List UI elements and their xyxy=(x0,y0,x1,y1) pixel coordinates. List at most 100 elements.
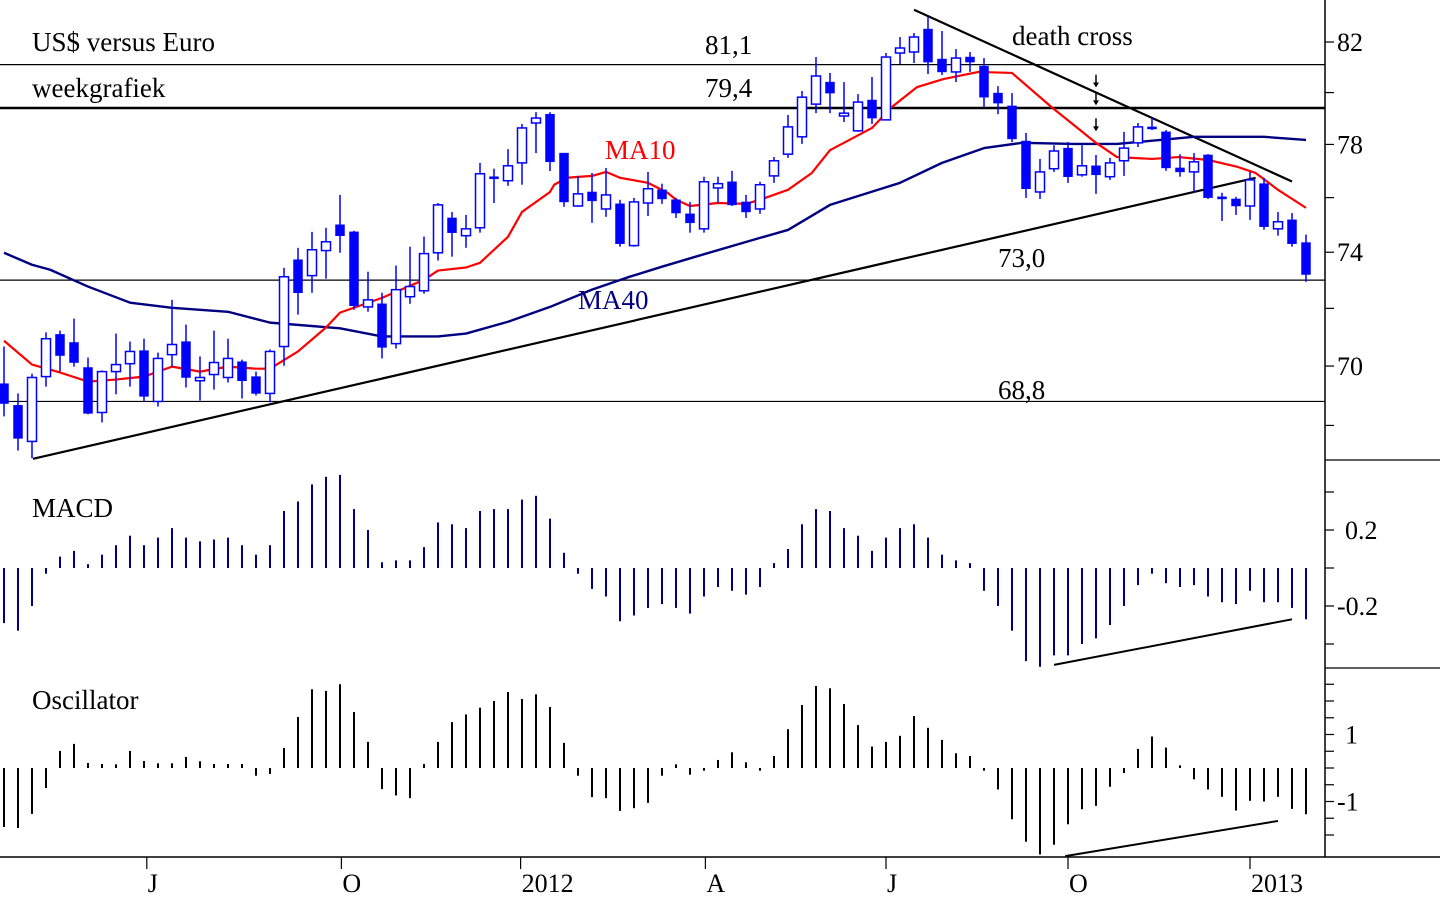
candle-up xyxy=(796,91,808,144)
candle-body xyxy=(545,113,555,163)
candle-up xyxy=(712,176,724,204)
candle-body xyxy=(1076,165,1088,176)
candle-down xyxy=(1021,132,1031,198)
candle-up xyxy=(40,332,52,387)
candle-down xyxy=(1287,213,1297,247)
candle-down xyxy=(13,393,23,451)
candle-body xyxy=(222,357,234,379)
candle-body xyxy=(418,252,430,292)
candle-body xyxy=(404,285,416,298)
candle-down xyxy=(181,324,191,388)
candle-body xyxy=(1132,126,1144,144)
candle-body xyxy=(1217,196,1227,200)
candle-up xyxy=(1188,153,1200,193)
candle-body xyxy=(13,405,23,439)
candle-down xyxy=(1217,192,1227,221)
candle-up xyxy=(96,370,108,423)
candle-up xyxy=(950,49,962,83)
candle-body xyxy=(825,81,835,94)
candle-up xyxy=(880,53,892,121)
candle-body xyxy=(671,199,681,214)
candle-down xyxy=(0,346,9,417)
candle-down xyxy=(965,52,975,72)
arrow-head xyxy=(1093,126,1099,132)
candle-body xyxy=(1091,165,1101,176)
oscillator-title: Oscillator xyxy=(32,685,138,715)
candle-up xyxy=(320,227,332,279)
candle-down xyxy=(69,318,79,367)
candle-down xyxy=(1161,130,1171,171)
candle-down xyxy=(377,292,387,359)
candle-body xyxy=(278,275,290,348)
candle-up xyxy=(530,112,542,154)
candle-up xyxy=(1272,211,1284,236)
candle-down xyxy=(1147,118,1157,131)
candle-body xyxy=(237,361,247,381)
candle-body xyxy=(741,201,751,213)
candle-up xyxy=(1048,145,1060,172)
candle-down xyxy=(335,194,345,253)
candle-body xyxy=(979,65,989,98)
candle-down xyxy=(559,152,569,207)
candle-up xyxy=(642,171,654,217)
candle-body xyxy=(867,99,877,119)
candle-up xyxy=(628,197,640,247)
level-label-68-8: 68,8 xyxy=(998,375,1045,405)
ma40-label: MA40 xyxy=(578,285,649,315)
candle-body xyxy=(335,224,345,236)
candle-down xyxy=(727,170,737,206)
candle-up xyxy=(600,167,612,217)
candle-body xyxy=(657,189,667,200)
candle-body xyxy=(1175,167,1185,173)
candle-body xyxy=(516,127,528,164)
candle-body xyxy=(685,213,695,224)
candle-down xyxy=(237,359,247,399)
candle-body xyxy=(55,334,65,356)
candle-body xyxy=(110,363,122,373)
candle-up xyxy=(390,265,402,349)
candle-down xyxy=(1203,154,1213,199)
candle-body xyxy=(587,191,597,202)
oscillator-panel xyxy=(3,684,1307,858)
candle-up xyxy=(754,181,766,214)
candle-down xyxy=(937,31,947,75)
candle-up xyxy=(404,246,416,304)
downtrend-trendline xyxy=(913,8,1293,183)
x-tick-label: O xyxy=(1069,869,1088,898)
candle-up xyxy=(362,271,374,312)
candle-up xyxy=(152,352,164,407)
candle-body xyxy=(1063,147,1073,177)
candle-down xyxy=(83,357,93,415)
candle-body xyxy=(166,343,178,356)
candle-body xyxy=(628,201,640,247)
candle-body xyxy=(208,361,220,376)
candle-down xyxy=(587,172,597,223)
chart-title: US$ versus Euro xyxy=(32,27,215,57)
candle-body xyxy=(572,193,584,207)
candle-body xyxy=(124,350,136,365)
candle-body xyxy=(600,194,612,210)
candle-down xyxy=(447,211,457,257)
candle-up xyxy=(1132,123,1144,148)
candle-up xyxy=(782,114,794,158)
candle-body xyxy=(152,357,164,403)
candle-up xyxy=(264,349,276,403)
candle-body xyxy=(194,376,206,382)
candle-body xyxy=(69,342,79,363)
candle-down xyxy=(741,194,751,218)
candle-body xyxy=(908,36,920,53)
candle-up xyxy=(418,236,430,294)
candle-up xyxy=(124,341,136,387)
oscillator-tick-label: 1 xyxy=(1345,721,1358,750)
macd-title: MACD xyxy=(32,493,113,523)
candle-down xyxy=(657,183,667,204)
price-tick-label: 70 xyxy=(1337,352,1363,381)
price-panel xyxy=(0,8,1325,460)
candle-body xyxy=(181,341,191,378)
candle-up xyxy=(852,94,864,132)
level-label-79-4: 79,4 xyxy=(705,73,753,103)
candle-up xyxy=(306,231,318,293)
candle-up xyxy=(698,176,710,233)
candle-up xyxy=(572,175,584,207)
